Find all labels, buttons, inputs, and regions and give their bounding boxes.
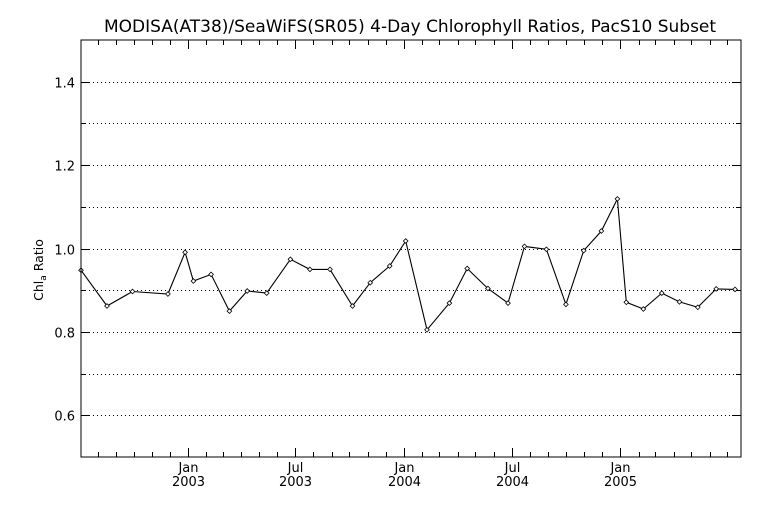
data-point	[287, 256, 294, 263]
data-point	[623, 299, 630, 306]
data-point	[676, 299, 683, 305]
series-line	[80, 196, 736, 331]
data-point	[226, 308, 233, 314]
data-point	[505, 300, 511, 306]
data-point	[165, 291, 171, 297]
x-tick-label-month: Jul	[287, 461, 304, 476]
x-tick-label-year: 2003	[279, 475, 312, 490]
data-point	[464, 265, 471, 272]
y-tick-label: 0.6	[54, 410, 75, 425]
data-point	[580, 247, 587, 254]
data-point	[208, 271, 214, 278]
y-axis-label-main: Chl	[31, 281, 46, 301]
series-group	[78, 196, 738, 333]
y-axis-label: Chla Ratio	[31, 239, 49, 301]
y-tick-label: 1.4	[54, 77, 75, 92]
x-tick-label-year: 2004	[496, 475, 529, 490]
data-point	[424, 326, 430, 333]
data-point	[349, 303, 356, 309]
y-axis-label-tail: Ratio	[31, 239, 46, 275]
data-point	[386, 263, 393, 269]
data-point	[402, 238, 409, 244]
chart-title: MODISA(AT38)/SeaWiFS(SR05) 4-Day Chlorop…	[104, 17, 716, 37]
data-point	[640, 306, 647, 312]
data-point	[182, 249, 188, 256]
x-tick-label-month: Jan	[393, 461, 414, 476]
data-point	[129, 288, 136, 295]
data-point	[104, 303, 110, 309]
data-point	[367, 279, 374, 286]
y-tick-label: 0.8	[54, 327, 75, 342]
data-point	[732, 286, 738, 293]
data-point	[713, 286, 720, 292]
data-point	[543, 246, 550, 253]
data-point	[263, 290, 270, 296]
x-tick-label-year: 2003	[172, 475, 205, 490]
plot-frame	[80, 39, 742, 458]
data-point	[694, 304, 701, 311]
data-point	[446, 300, 453, 306]
x-tick-label-year: 2005	[604, 475, 637, 490]
data-point	[598, 228, 605, 234]
y-tick-labels: 0.6 0.8 1.0 1.2 1.4	[54, 77, 75, 425]
data-point	[190, 278, 197, 284]
data-point	[307, 266, 313, 273]
y-axis-label-subscript: a	[39, 275, 49, 281]
data-point	[327, 266, 333, 273]
data-point	[658, 290, 665, 296]
data-point	[244, 288, 251, 294]
x-tick-label-year: 2004	[388, 475, 421, 490]
y-tick-label: 1.2	[54, 160, 75, 175]
x-tick-label-month: Jul	[504, 461, 521, 476]
grid-lines	[81, 82, 741, 416]
data-point	[485, 285, 491, 292]
x-tick-label-month: Jan	[177, 461, 198, 476]
data-point	[521, 243, 528, 250]
axis-ticks	[81, 40, 741, 457]
y-tick-label: 1.0	[54, 244, 75, 259]
data-point	[614, 196, 621, 202]
data-point	[563, 301, 569, 308]
x-tick-label-month: Jan	[609, 461, 630, 476]
